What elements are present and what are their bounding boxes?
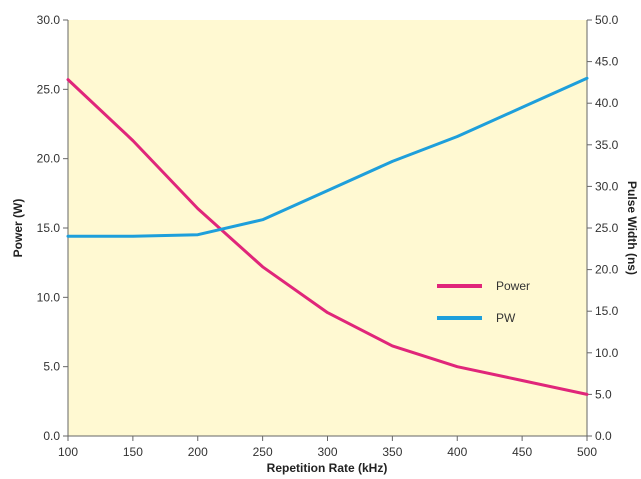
power-data-point [585,393,589,396]
x-tick-label: 450 [512,445,532,459]
x-tick-label: 200 [188,445,208,459]
x-tick-label: 250 [253,445,273,459]
y2-tick-label: 35.0 [595,138,619,152]
x-tick-label: 500 [577,445,597,459]
y2-tick-label: 5.0 [595,387,612,401]
y2-tick-label: 25.0 [595,221,619,235]
pw-data-point [261,218,264,221]
power-data-point [391,344,394,348]
power-data-point [66,78,70,81]
power-data-point [456,365,459,368]
x-axis-label: Repetition Rate (kHz) [267,461,388,475]
power-data-point [520,379,524,382]
pw-data-point [391,160,394,163]
x-tick-label: 350 [382,445,402,459]
x-tick-label: 150 [123,445,143,459]
pw-data-point [66,235,70,238]
y-tick-label: 0.0 [43,429,60,443]
y2-tick-label: 45.0 [595,55,619,69]
y-tick-label: 20.0 [37,152,61,166]
legend-label-pw: PW [496,311,516,325]
y2-tick-label: 15.0 [595,304,619,318]
power-data-point [326,311,329,314]
pw-data-point [520,106,524,109]
legend-label-power: Power [496,279,530,293]
y2-tick-label: 40.0 [595,96,619,110]
pw-data-point [196,233,199,236]
pw-data-point [131,235,135,238]
y-tick-label: 10.0 [37,290,61,304]
y2-tick-label: 30.0 [595,179,619,193]
y2-axis-label: Pulse Width (ns) [625,181,639,275]
x-tick-label: 400 [447,445,467,459]
axes [63,19,592,441]
y-axis-label: Power (W) [11,199,25,258]
y-tick-label: 15.0 [37,221,61,235]
y2-tick-label: 20.0 [595,263,619,277]
y2-tick-label: 50.0 [595,13,619,27]
tick-labels: 100 150 200 250 300 350 400 450 500 0.0 5.0 10.0 15.… [37,13,619,459]
y-tick-label: 30.0 [37,13,61,27]
x-tick-label: 100 [58,445,78,459]
pw-data-point [585,77,589,80]
power-data-point [261,265,264,269]
power-data-point [131,139,135,142]
plot-area [68,20,587,436]
y-tick-label: 25.0 [37,82,61,96]
power-data-point [196,207,199,210]
legend: Power PW [437,279,530,325]
y-tick-label: 5.0 [43,360,60,374]
y2-tick-label: 0.0 [595,429,612,443]
y2-tick-label: 10.0 [595,346,619,360]
pw-data-point [456,135,459,138]
x-tick-label: 300 [317,445,337,459]
pw-data-point [326,189,329,192]
series-lines [66,76,589,396]
